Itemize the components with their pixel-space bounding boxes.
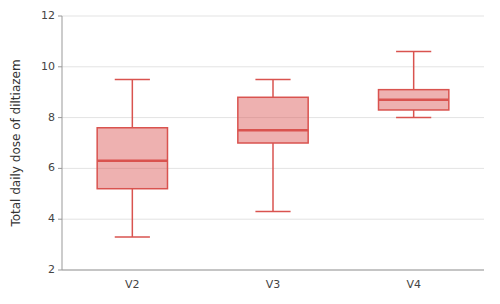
box (238, 97, 308, 143)
grid-line (62, 270, 484, 271)
y-tick-label: 4 (48, 212, 55, 225)
y-tick-label: 2 (48, 263, 55, 276)
box-group (238, 80, 308, 212)
cap-high (255, 79, 290, 81)
grid-line (62, 219, 484, 220)
y-tick (58, 168, 62, 169)
y-tick-label: 6 (48, 161, 55, 174)
cap-low (396, 117, 431, 119)
whisker-high (272, 80, 274, 98)
median (379, 99, 449, 102)
box (97, 128, 167, 189)
box (379, 90, 449, 110)
chart: 2 4 6 8 10 12 V2 V3 V4 Total daily dose of diltia… (0, 0, 500, 304)
cap-high (396, 51, 431, 53)
y-tick (58, 117, 62, 118)
whisker-low (132, 189, 134, 237)
x-tick-label: V2 (125, 278, 140, 291)
whisker-high (132, 80, 134, 128)
grid-line (62, 16, 484, 17)
cap-low (115, 236, 150, 238)
box-group (379, 52, 449, 118)
boxes (97, 52, 449, 237)
axes: 2 4 6 8 10 12 V2 V3 V4 (41, 9, 484, 291)
y-tick (58, 219, 62, 220)
y-tick (58, 16, 62, 17)
y-tick-label: 12 (41, 9, 55, 22)
median (97, 160, 167, 163)
x-axis-line (62, 270, 484, 271)
y-tick-label: 10 (41, 60, 55, 73)
grid (62, 16, 484, 270)
median (238, 129, 308, 132)
y-tick (58, 270, 62, 271)
y-tick-label: 8 (48, 111, 55, 124)
x-tick-label: V3 (266, 278, 281, 291)
y-axis-line (62, 16, 63, 270)
whisker-low (413, 110, 415, 118)
x-tick-label: V4 (406, 278, 421, 291)
y-axis-label: Total daily dose of diltiazem (9, 59, 23, 227)
box-group (97, 80, 167, 237)
cap-high (115, 79, 150, 81)
whisker-high (413, 52, 415, 90)
whisker-low (272, 143, 274, 212)
cap-low (255, 211, 290, 213)
grid-line (62, 66, 484, 67)
y-tick (58, 66, 62, 67)
